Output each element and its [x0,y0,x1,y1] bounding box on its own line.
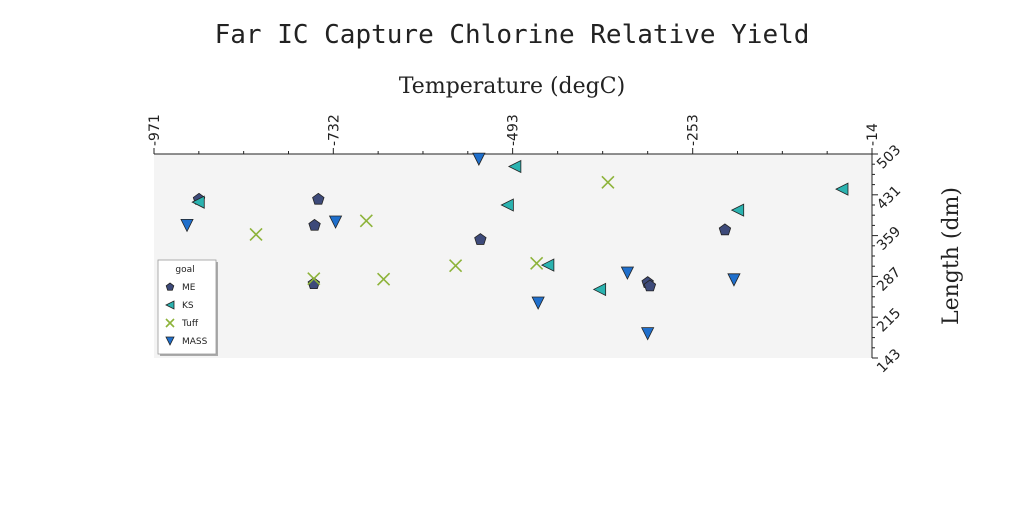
legend-label: KS [182,301,194,311]
point-tuff [530,256,544,270]
legend-marker-mass [165,336,175,346]
legend-label: Tuff [181,319,199,329]
x-axis-label: Temperature (degC) [399,74,625,99]
point-me [718,223,732,236]
point-tuff [601,175,615,189]
point-tuff [249,227,263,242]
point-tuff [377,272,391,286]
point-ks [507,159,522,174]
point-mass [328,215,343,229]
point-me [474,233,487,245]
point-tuff [359,214,373,228]
legend-marker-ks [165,300,175,310]
point-mass [620,266,635,280]
points-layer [180,152,849,341]
x-tick-label: -493 [506,114,522,146]
point-tuff [449,259,463,273]
y-axis-label: Length (dm) [939,187,964,325]
y-tick-label: 287 [874,264,904,294]
series-mass [180,152,741,341]
point-ks [540,258,555,272]
point-mass [180,218,194,233]
point-mass [531,296,545,310]
x-tick-label: -14 [865,123,881,146]
point-ks [500,198,514,212]
x-tick-label: -253 [686,114,702,146]
y-tick-label: 143 [874,346,904,376]
y-tick-label: 359 [874,224,904,254]
chart-title: Far IC Capture Chlorine Relative Yield [215,20,810,50]
y-tick-label: 431 [874,183,904,213]
legend: goal ME KS Tuff MASS [157,259,218,356]
point-mass [472,152,486,166]
x-tick-label: -971 [147,114,163,146]
x-tick-label: -732 [326,114,342,146]
point-me [308,218,321,231]
point-ks [730,203,745,217]
series-me [192,192,732,292]
legend-title: goal [175,265,194,275]
point-mass [727,273,741,287]
legend-label: MASS [182,337,208,347]
point-me [643,279,657,292]
point-tuff [307,272,321,286]
point-me [312,192,325,205]
legend-marker-me [165,282,175,291]
series-tuff [249,175,615,286]
legend-label: ME [182,283,196,293]
series-ks [191,159,849,297]
plot-area [154,154,872,358]
point-ks [191,195,205,209]
y-tick-label: 215 [874,305,904,335]
legend-marker-tuff [165,318,175,328]
point-ks [835,182,849,196]
point-mass [641,327,655,341]
point-ks [592,282,607,297]
